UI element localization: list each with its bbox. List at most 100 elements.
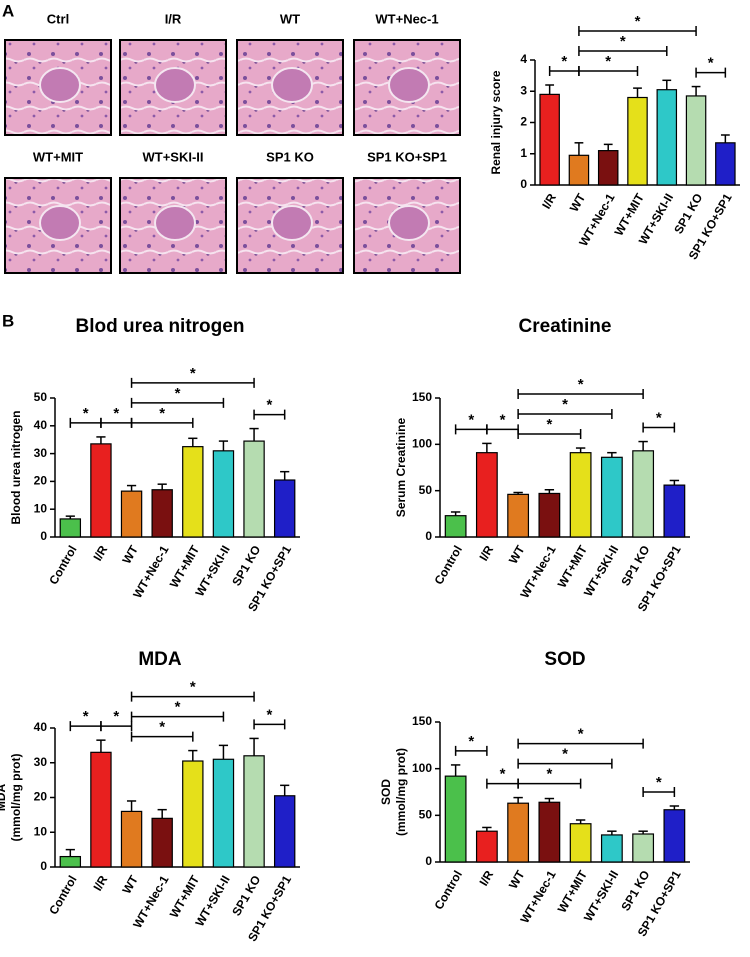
bar [538, 801, 561, 863]
bar [243, 440, 265, 538]
significance-label: * [546, 766, 552, 783]
bar [507, 493, 530, 538]
significance-bracket [517, 778, 582, 789]
y-tick-label: 50 [34, 390, 48, 404]
micrograph-label: SP1 KO [266, 149, 314, 164]
y-tick-label: 0 [40, 859, 47, 873]
bar [182, 760, 204, 868]
x-tick-label: Control [432, 543, 465, 587]
bar [212, 450, 235, 538]
chart-title: MDA [138, 649, 182, 670]
bar [715, 142, 736, 186]
significance-label: * [500, 411, 506, 428]
micrograph-label: Ctrl [47, 11, 69, 26]
glomerulus [271, 67, 313, 103]
bar [569, 452, 592, 538]
x-tick-label: WT [506, 868, 528, 892]
y-tick-label: 20 [34, 474, 48, 488]
bar [59, 855, 82, 868]
bar [507, 802, 530, 863]
y-tick-label: 0 [425, 529, 432, 543]
bar [90, 443, 112, 538]
significance-label: * [159, 719, 165, 736]
micrograph-label: WT+Nec-1 [375, 11, 438, 26]
bar [475, 830, 498, 863]
bar [151, 817, 173, 868]
significance-label: * [656, 774, 662, 791]
y-tick-label: 2 [520, 115, 527, 129]
significance-bracket [517, 429, 582, 440]
bar [212, 758, 235, 868]
significance-bracket [578, 66, 639, 76]
bar [273, 479, 296, 538]
x-tick-label: SP1 KO [618, 543, 652, 588]
bar [59, 518, 82, 538]
y-tick-label: 10 [34, 824, 48, 838]
significance-label: * [500, 766, 506, 783]
bar [600, 456, 623, 538]
significance-label: * [83, 405, 89, 422]
x-tick-label: SP1 KO [229, 543, 263, 588]
bar [600, 834, 623, 863]
significance-label: * [190, 365, 196, 382]
significance-label: * [175, 385, 181, 402]
bar [568, 154, 590, 186]
bar [273, 795, 296, 868]
significance-label: * [113, 405, 119, 422]
y-tick-label: 40 [34, 720, 48, 734]
micrograph-label: WT [280, 11, 300, 26]
y-tick-label: 0 [520, 177, 527, 191]
x-tick-label: WT [506, 543, 528, 567]
significance-label: * [578, 726, 584, 743]
significance-label: * [266, 706, 272, 723]
chart-title: Blod urea nitrogen [76, 316, 245, 337]
glomerulus [154, 205, 196, 241]
significance-label: * [605, 53, 611, 70]
x-tick-label: Control [432, 868, 465, 912]
micrograph-label: SP1 KO+SP1 [367, 149, 447, 164]
y-axis-label: Blood urea nitrogen [9, 411, 23, 525]
significance-label: * [578, 376, 584, 393]
significance-label: * [83, 708, 89, 725]
significance-label: * [656, 410, 662, 427]
micrograph [353, 177, 461, 274]
significance-label: * [266, 397, 272, 414]
significance-bracket [130, 417, 194, 428]
significance-bracket [130, 731, 194, 742]
significance-bracket [517, 409, 613, 420]
significance-label: * [468, 411, 474, 428]
y-tick-label: 150 [412, 390, 432, 404]
significance-label: * [159, 405, 165, 422]
significance-bracket [517, 738, 644, 749]
bar [569, 823, 592, 863]
significance-bracket [253, 409, 286, 420]
y-tick-label: 30 [34, 446, 48, 460]
significance-bracket [130, 397, 225, 408]
bar [444, 775, 467, 863]
glomerulus [388, 205, 430, 241]
y-tick-label: 30 [34, 755, 48, 769]
significance-label: * [708, 55, 714, 72]
x-tick-label: SP1 KO [229, 873, 263, 918]
significance-bracket [578, 26, 697, 36]
significance-label: * [468, 733, 474, 750]
significance-label: * [561, 53, 567, 70]
significance-bracket [253, 719, 286, 730]
significance-bracket [130, 377, 255, 388]
y-axis-label: Serum Creatinine [394, 417, 408, 517]
x-tick-label: I/R [476, 868, 496, 889]
glomerulus [388, 67, 430, 103]
significance-label: * [175, 699, 181, 716]
bar [182, 446, 204, 538]
significance-bracket [454, 745, 488, 756]
y-tick-label: 40 [34, 418, 48, 432]
y-axis-label: (mmol/mg prot) [394, 748, 408, 836]
x-tick-label: SP1 KO [618, 868, 652, 913]
x-tick-label: WT [119, 873, 141, 897]
x-tick-label: I/R [90, 543, 110, 564]
glomerulus [39, 205, 81, 241]
bar [663, 484, 686, 538]
x-tick-label: WT [567, 191, 589, 215]
glomerulus [39, 67, 81, 103]
